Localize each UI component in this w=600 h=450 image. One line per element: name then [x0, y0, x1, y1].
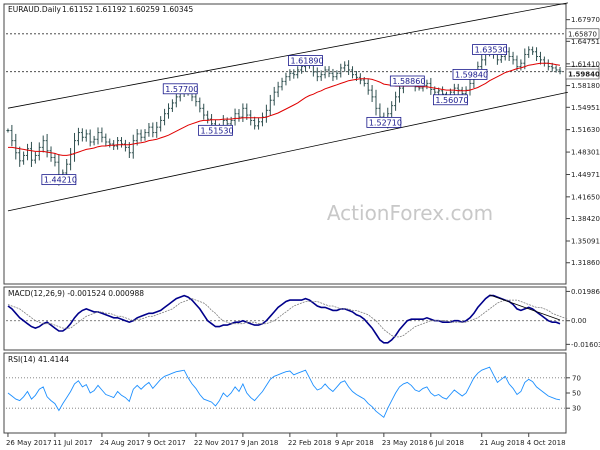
- rsi-y-tick-label: 30: [572, 405, 581, 413]
- price-y-tick-label: 1.61410: [571, 60, 600, 68]
- annotation-label: 1.51530: [200, 126, 233, 135]
- chart-title: EURAUD.Daily: [8, 5, 61, 14]
- price-y-tick-label: 1.58180: [571, 82, 600, 90]
- macd-trendline: [489, 294, 561, 321]
- annotation-box: [41, 174, 77, 186]
- macd-y-tick-label: 0.00: [571, 317, 587, 325]
- header-ohlc-values: 1.61152 1.61192 1.60259 1.60345: [62, 5, 193, 14]
- x-tick-label: 21 Aug 2018: [480, 439, 525, 447]
- moving-average: [8, 62, 561, 156]
- watermark: ActionForex.com: [327, 201, 493, 225]
- price-y-tick-label: 1.64751: [571, 38, 600, 46]
- horizontal-level-label: 1.65870: [568, 30, 597, 38]
- x-tick-label: 9 Jan 2018: [241, 439, 279, 447]
- price-y-tick-label: 1.31860: [571, 259, 600, 267]
- x-tick-label: 11 Jul 2017: [53, 439, 93, 447]
- macd-lines: [7, 294, 569, 344]
- x-tick-label: 9 Apr 2018: [335, 439, 374, 447]
- price-y-tick-label: 1.41650: [571, 193, 600, 201]
- price-y-tick-label: 1.54951: [571, 104, 600, 112]
- price-annotations: 1.44210 1.57700 1.51530 1.61890 1.52710 1.588…: [41, 44, 508, 186]
- price-tag: [565, 68, 600, 80]
- channel-upper-line: [7, 2, 568, 109]
- horizontal-level-tag: [565, 28, 600, 40]
- annotation-label: 1.52710: [369, 118, 402, 127]
- price-y-tick-label: 1.48301: [571, 149, 600, 157]
- x-tick-label: 23 May 2018: [382, 439, 428, 447]
- macd-y-tick-label: -0.01603: [571, 341, 600, 349]
- annotation-label: 1.58860: [392, 77, 425, 86]
- annotation-box: [162, 83, 198, 95]
- price-y-tick-label: 1.51630: [571, 126, 600, 134]
- macd-y-axis: 0.019869 0.00 -0.01603: [566, 288, 600, 349]
- rsi-y-axis: 70 50 30: [566, 374, 581, 413]
- macd-y-tick-label: 0.019869: [571, 288, 600, 296]
- annotation-box: [288, 55, 323, 66]
- rsi-title: RSI(14) 41.4144: [8, 355, 69, 364]
- annotation-label: 1.57700: [165, 85, 198, 94]
- annotation-label: 1.61890: [291, 57, 324, 66]
- annotation-box: [433, 94, 468, 106]
- annotation-box: [472, 44, 507, 55]
- annotation-box: [366, 116, 402, 128]
- moving-average-line: [8, 62, 561, 156]
- x-tick-label: 24 Aug 2017: [100, 439, 145, 447]
- annotation-box: [452, 68, 488, 80]
- x-tick-label: 9 Oct 2017: [147, 439, 186, 447]
- rsi-y-tick-label: 70: [572, 374, 581, 382]
- rsi-line: [7, 366, 561, 419]
- annotation-label: 1.59840: [455, 70, 488, 79]
- price-y-tick-label: 1.44971: [571, 171, 600, 179]
- annotation-label: 1.56070: [435, 96, 468, 105]
- x-tick-label: 22 Nov 2017: [194, 439, 239, 447]
- price-y-tick-label: 1.67970: [571, 16, 600, 24]
- x-tick-label: 4 Oct 2018: [527, 439, 566, 447]
- price-channel-lines: [7, 2, 568, 212]
- price-tag-label: 1.59840: [568, 70, 600, 78]
- price-y-axis: 1.67970 1.64751 1.61410 1.58180 1.54951 1.516…: [566, 16, 600, 267]
- price-y-tick-label: 1.35091: [571, 237, 600, 245]
- rsi-gridlines: [6, 377, 566, 409]
- x-tick-label: 26 May 2017: [6, 439, 52, 447]
- annotation-box: [389, 75, 425, 87]
- x-tick-label: 6 Jul 2018: [429, 439, 464, 447]
- annotation-label: 1.44210: [44, 176, 77, 185]
- x-tick-label: 22 Feb 2018: [288, 439, 332, 447]
- channel-lower-line: [7, 91, 568, 212]
- price-panel-frame: [3, 3, 567, 285]
- price-y-tick-label: 1.38420: [571, 215, 600, 223]
- macd-line: [7, 294, 561, 344]
- x-axis: 26 May 2017 11 Jul 2017 24 Aug 2017 9 Oct 2…: [6, 433, 566, 447]
- rsi-line: [7, 366, 561, 419]
- annotation-label: 1.63530: [475, 46, 508, 55]
- annotation-box: [198, 124, 233, 136]
- macd-title: MACD(12,26,9) -0.001524 0.000988: [8, 289, 144, 298]
- rsi-y-tick-label: 50: [572, 390, 581, 398]
- macd-signal-line: [7, 298, 569, 338]
